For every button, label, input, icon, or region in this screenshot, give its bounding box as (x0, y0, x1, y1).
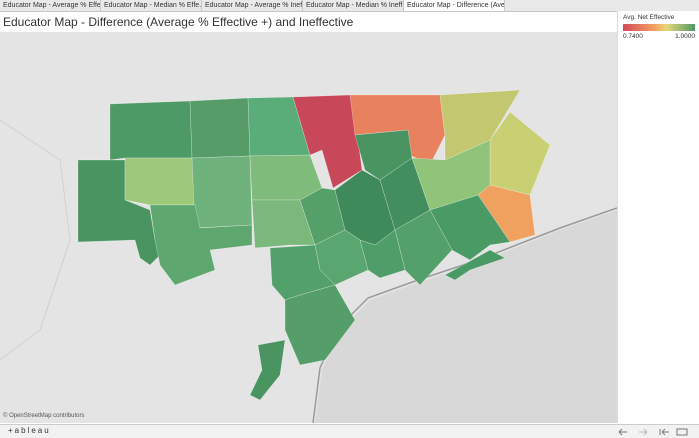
redo[interactable] (639, 428, 648, 436)
region[interactable] (444, 249, 506, 281)
tab[interactable]: Educator Map - Difference (Ave... (404, 0, 505, 11)
revert[interactable] (659, 428, 669, 436)
region[interactable] (284, 284, 356, 366)
tab[interactable]: Educator Map - Average % Ineff... (202, 0, 303, 11)
legend-gradient (623, 24, 695, 31)
land-canada (315, 210, 617, 423)
legend-min: 0.7400 (623, 33, 643, 40)
logo[interactable]: +ableau (8, 426, 51, 435)
tab-bar: Educator Map - Average % Effe... Educato… (0, 0, 699, 12)
region[interactable] (109, 100, 193, 161)
nav-icons (618, 428, 688, 436)
fullscreen[interactable] (676, 428, 688, 436)
title: Educator Map - Difference (Average % Eff… (3, 15, 354, 29)
undo[interactable] (618, 428, 627, 436)
tab[interactable]: Educator Map - Median % Ineff... (303, 0, 404, 11)
river (312, 207, 617, 423)
region[interactable] (249, 154, 323, 201)
region[interactable] (124, 157, 196, 206)
tab[interactable]: Educator Map - Median % Effe... (101, 0, 202, 11)
region[interactable] (191, 155, 253, 229)
tab[interactable]: Educator Map - Average % Effe... (0, 0, 101, 11)
region[interactable] (189, 97, 251, 159)
attribution: © OpenStreetMap contributors (3, 413, 85, 419)
footer: +ableau (0, 424, 699, 438)
legend-title: Avg. Net Effective (623, 14, 675, 21)
legend-max: 1.0000 (675, 33, 695, 40)
regions (77, 89, 551, 401)
region[interactable] (249, 339, 286, 401)
road (0, 119, 71, 361)
region[interactable] (251, 199, 316, 249)
legend: Avg. Net Effective 0.7400 1.0000 (617, 11, 699, 423)
region[interactable] (149, 204, 253, 286)
map (0, 32, 617, 423)
